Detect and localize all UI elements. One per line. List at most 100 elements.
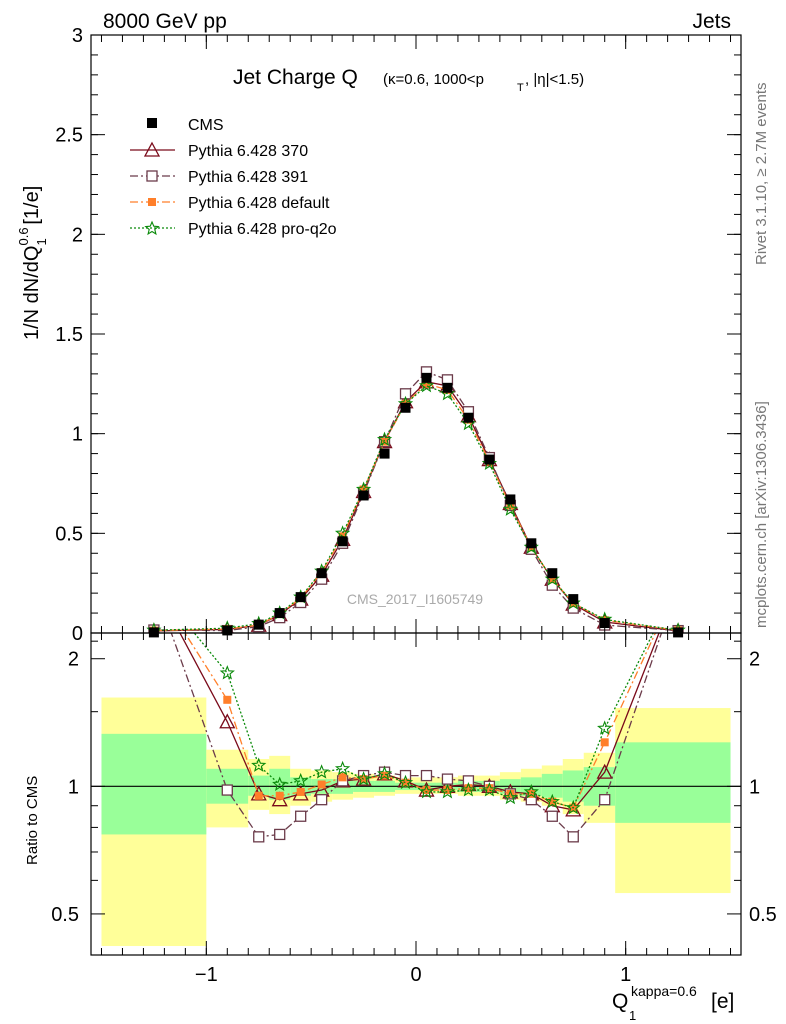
ratio-ytick-label-right-2: 2 [749, 649, 760, 671]
ratio-point-p391-16 [546, 810, 558, 822]
ratio-point-pdef-9 [401, 778, 410, 787]
ratio-point-pdef-16 [548, 797, 557, 806]
ratio-point-pq2o-13 [481, 781, 498, 797]
ratio-point-p391-1 [221, 784, 233, 796]
legend-item-p370: Pythia 6.428 370 [130, 141, 308, 160]
ratio-ytick-label-0: 0.5 [51, 904, 79, 926]
point-pq2o-8 [376, 431, 393, 447]
ratio-point-pq2o-11 [439, 783, 456, 799]
ratio-point-pdef-3 [275, 791, 284, 800]
ratio-point-p391-18 [599, 794, 611, 806]
point-pq2o-6 [334, 525, 351, 540]
cms-point-16 [547, 568, 558, 579]
ratio-point-pdef-10 [422, 786, 431, 795]
ratio-point-pq2o-5 [314, 764, 330, 779]
main-ytick-label-6: 3 [72, 25, 83, 47]
x-axis-title: Q kappa=0.6 1 [e] [612, 983, 734, 1023]
ratio-point-pq2o-9 [397, 774, 414, 790]
ratio-ytick-label-1: 1 [68, 776, 79, 798]
main-ytick-label-1: 0.5 [55, 523, 83, 545]
legend-item-pq2o: Pythia 6.428 pro-q2o [130, 220, 337, 238]
ratio-point-pq2o-17 [565, 799, 581, 815]
cms-point-15 [526, 538, 537, 549]
ratio-point-pdef-18 [600, 738, 609, 747]
square-marker-icon [146, 170, 158, 182]
ratio-point-pdef-11 [443, 786, 452, 795]
cms-point-5 [316, 568, 327, 579]
ratio-point-pdef-4 [296, 787, 305, 796]
ratio-point-pq2o-12 [460, 781, 477, 797]
cms-point-17 [568, 594, 579, 605]
filled-square-marker-icon [148, 198, 156, 206]
cms-point-10 [421, 372, 432, 383]
ratio-point-pq2o-10 [418, 783, 435, 799]
ratio-point-p391-5 [315, 794, 328, 806]
ratio-point-pdef-6 [338, 773, 347, 782]
energy-label: 8000 GeV pp [103, 10, 227, 33]
ratio-point-pq2o-8 [376, 765, 393, 781]
main-ytick-label-4: 2 [72, 224, 83, 246]
svg-text:Pythia 6.428 370: Pythia 6.428 370 [188, 143, 308, 160]
point-pdef-10 [422, 379, 431, 388]
ratio-line-pq2o [193, 633, 654, 809]
chart-title: Jet Charge Q (κ=0.6, 1000<p T , |η|<1.5) [233, 66, 584, 94]
ratio-point-pq2o-14 [502, 789, 518, 805]
cms-point-3 [274, 608, 285, 619]
point-pdef-8 [380, 437, 389, 446]
svg-text:Pythia 6.428 391: Pythia 6.428 391 [188, 169, 308, 186]
svg-text:kappa=0.6: kappa=0.6 [631, 983, 697, 999]
ratio-point-p391-3 [274, 828, 286, 841]
ratio-point-pdef-14 [506, 789, 515, 798]
main-ytick-label-3: 1.5 [55, 324, 83, 346]
ratio-point-pq2o-15 [523, 783, 539, 799]
legend-item-pdef: Pythia 6.428 default [130, 195, 330, 212]
band-green-0 [101, 733, 207, 835]
point-pdef-16 [548, 575, 557, 584]
ratio-point-p370-18 [596, 763, 613, 779]
cms-point-14 [505, 494, 516, 505]
mcplots-label: mcplots.cern.ch [arXiv:1306.3436] [753, 401, 770, 628]
legend-item-p391: Pythia 6.428 391 [130, 169, 308, 186]
main-y-axis-title: 1/N dN/dQ0.6 1 [1/e] [16, 186, 49, 340]
svg-text:CMS: CMS [188, 117, 224, 134]
ratio-point-pq2o-1 [219, 665, 235, 680]
ratio-point-pdef-8 [380, 771, 389, 780]
ratio-point-pdef-2 [254, 791, 263, 800]
xtick-label-2: 1 [620, 964, 631, 986]
cms-point-11 [442, 382, 453, 393]
ratio-point-pq2o-7 [355, 771, 372, 786]
ratio-uncertainty-bands [101, 697, 731, 947]
main-ytick-label-2: 1 [72, 424, 83, 446]
process-label: Jets [692, 10, 731, 33]
svg-text:[e]: [e] [711, 990, 734, 1013]
cms-marker-icon [147, 118, 157, 128]
ratio-point-pq2o-16 [544, 793, 560, 809]
title-sub-end: , |η|<1.5) [525, 71, 584, 88]
svg-text:Pythia 6.428 default: Pythia 6.428 default [188, 195, 330, 212]
ratio-point-p391-4 [295, 810, 307, 822]
point-pq2o-14 [502, 501, 518, 516]
svg-text:Q: Q [612, 990, 628, 1013]
ratio-point-pdef-12 [464, 784, 473, 793]
cms-point-6 [337, 536, 348, 547]
svg-text:Pythia 6.428 pro-q2o: Pythia 6.428 pro-q2o [188, 221, 337, 238]
ratio-point-pdef-13 [485, 784, 494, 793]
ratio-point-pdef-5 [317, 780, 326, 789]
cms-point-7 [358, 490, 369, 501]
cms-point-4 [295, 592, 306, 603]
triangle-marker-icon [143, 141, 161, 157]
xtick-label-1: 0 [410, 964, 421, 986]
xtick-label-0: −1 [195, 964, 218, 986]
title-sub: (κ=0.6, 1000<p [383, 71, 484, 88]
legend: CMS Pythia 6.428 370 Pythia 6.428 391 Py… [130, 117, 337, 238]
cms-point-13 [484, 454, 495, 465]
ratio-point-pq2o-4 [293, 772, 309, 788]
ratio-point-p391-11 [441, 773, 454, 785]
main-ytick-label-5: 2.5 [55, 125, 83, 147]
ratio-point-pdef-15 [527, 789, 536, 798]
svg-text:1/N dN/dQ0.61 [1/e]: 1/N dN/dQ0.6 1 [1/e] [16, 186, 49, 340]
ratio-ytick-label-2: 2 [68, 649, 79, 671]
ratio-y-axis-title: Ratio to CMS [24, 776, 41, 865]
cms-point-12 [463, 412, 474, 423]
